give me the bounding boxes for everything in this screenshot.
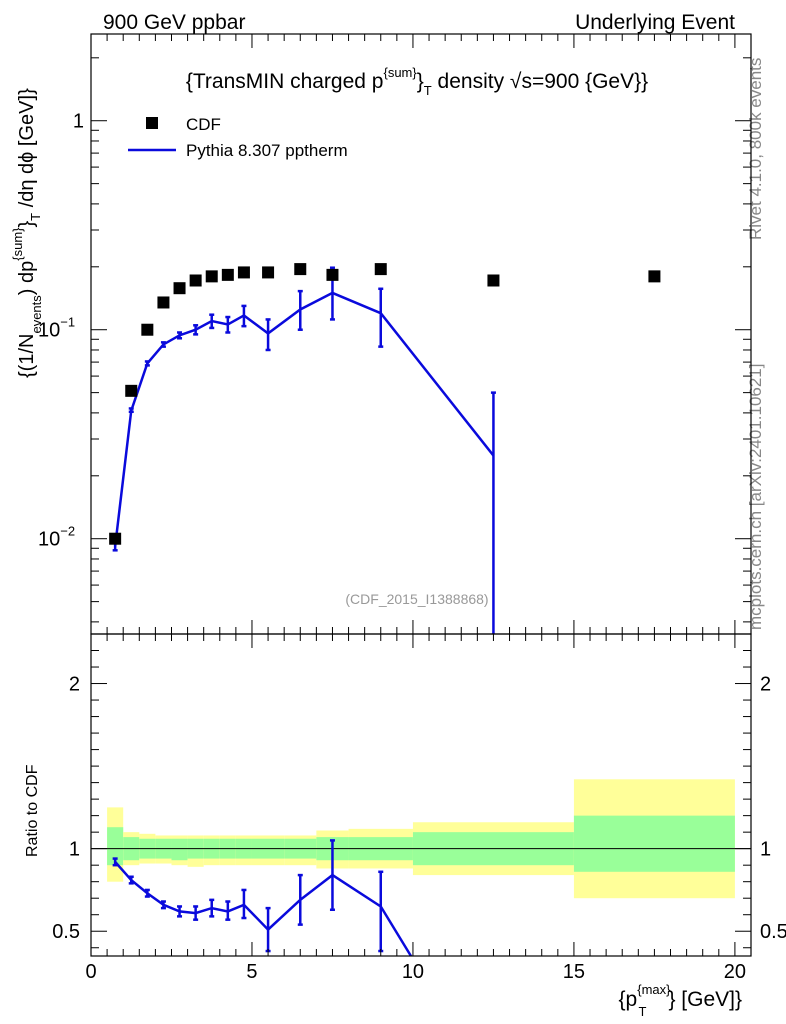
main-data-layer bbox=[109, 263, 661, 634]
cdf-point bbox=[262, 266, 275, 279]
cdf-point bbox=[141, 323, 154, 336]
cdf-point bbox=[237, 266, 250, 279]
cdf-point bbox=[125, 384, 138, 397]
ratio-y-tick-label-left: 0.5 bbox=[52, 921, 80, 943]
cdf-point bbox=[326, 268, 339, 281]
mcplots-label: mcplots.cern.ch [arXiv:2401.10621] bbox=[746, 364, 765, 630]
cdf-point bbox=[648, 270, 661, 283]
plot-title: {TransMIN charged p{sum}}T density √s=90… bbox=[186, 65, 648, 98]
main-axis-ticks: 10−210−11 bbox=[38, 34, 751, 634]
ratio-y-tick-label-left: 2 bbox=[69, 674, 80, 696]
rivet-label: Rivet 4.1.0, 800k events bbox=[746, 58, 765, 240]
header-left: 900 GeV ppbar bbox=[103, 11, 245, 34]
cdf-point bbox=[109, 532, 122, 545]
cdf-point bbox=[221, 268, 234, 281]
pythia-line bbox=[113, 291, 495, 547]
main-panel: 10−210−11 {TransMIN charged p{sum}}T den… bbox=[10, 33, 752, 635]
ratio-axis-ticks: 0.5 0.51 12 20 5 10 15 20 bbox=[52, 634, 786, 983]
ratio-line bbox=[114, 861, 413, 957]
ratio-y-axis-label: Ratio to CDF bbox=[24, 764, 41, 857]
y-tick-label-exponent: −2 bbox=[60, 524, 75, 539]
ratio-y-tick-label-right: 1 bbox=[760, 839, 771, 861]
ratio-y-tick-label-right: 0.5 bbox=[760, 921, 786, 943]
legend-label-cdf: CDF bbox=[186, 115, 221, 134]
x-tick-label: 20 bbox=[724, 961, 746, 983]
ratio-band-inner bbox=[573, 815, 735, 872]
ratio-y-tick-label-left: 1 bbox=[69, 839, 80, 861]
y-tick-label-base: 10 bbox=[38, 529, 60, 551]
legend: CDF Pythia 8.307 pptherm bbox=[128, 115, 348, 160]
ratio-frame bbox=[90, 633, 752, 957]
y-tick-label-base: 1 bbox=[73, 111, 84, 133]
ratio-y-tick-label-right: 2 bbox=[760, 674, 771, 696]
y-tick-label: 10−1 bbox=[38, 315, 75, 342]
cdf-point bbox=[374, 263, 387, 276]
legend-label-pythia: Pythia 8.307 pptherm bbox=[186, 141, 348, 160]
main-y-axis-label: {(1/Nevents) dp{sum}}T /dη dϕ [GeV]} bbox=[10, 88, 44, 378]
x-tick-label: 10 bbox=[402, 961, 424, 983]
ratio-band-inner bbox=[107, 827, 124, 866]
y-tick-label-base: 10 bbox=[38, 320, 60, 342]
x-tick-label: 5 bbox=[246, 961, 257, 983]
cdf-point bbox=[294, 263, 307, 276]
cdf-point bbox=[205, 270, 218, 283]
header-right: Underlying Event bbox=[575, 11, 735, 34]
cdf-point bbox=[189, 274, 202, 287]
y-tick-label-exponent: −1 bbox=[60, 315, 75, 330]
x-tick-label: 0 bbox=[85, 961, 96, 983]
ratio-uncertainty-bands bbox=[107, 779, 735, 899]
ratio-panel: 0.5 0.51 12 20 5 10 15 20 Ratio to CDF {p{max} T… bbox=[24, 633, 786, 1019]
cdf-point bbox=[157, 296, 170, 309]
ratio-band-inner bbox=[171, 838, 188, 861]
x-axis-label: {p{max} T} [GeV]} bbox=[619, 982, 742, 1019]
legend-marker-cdf bbox=[146, 117, 158, 129]
analysis-watermark: (CDF_2015_I1388868) bbox=[345, 591, 488, 607]
y-tick-label: 1 bbox=[73, 111, 84, 133]
y-tick-label: 10−2 bbox=[38, 524, 75, 551]
cdf-point bbox=[173, 282, 186, 295]
cdf-point bbox=[487, 274, 500, 287]
x-tick-label: 15 bbox=[563, 961, 585, 983]
